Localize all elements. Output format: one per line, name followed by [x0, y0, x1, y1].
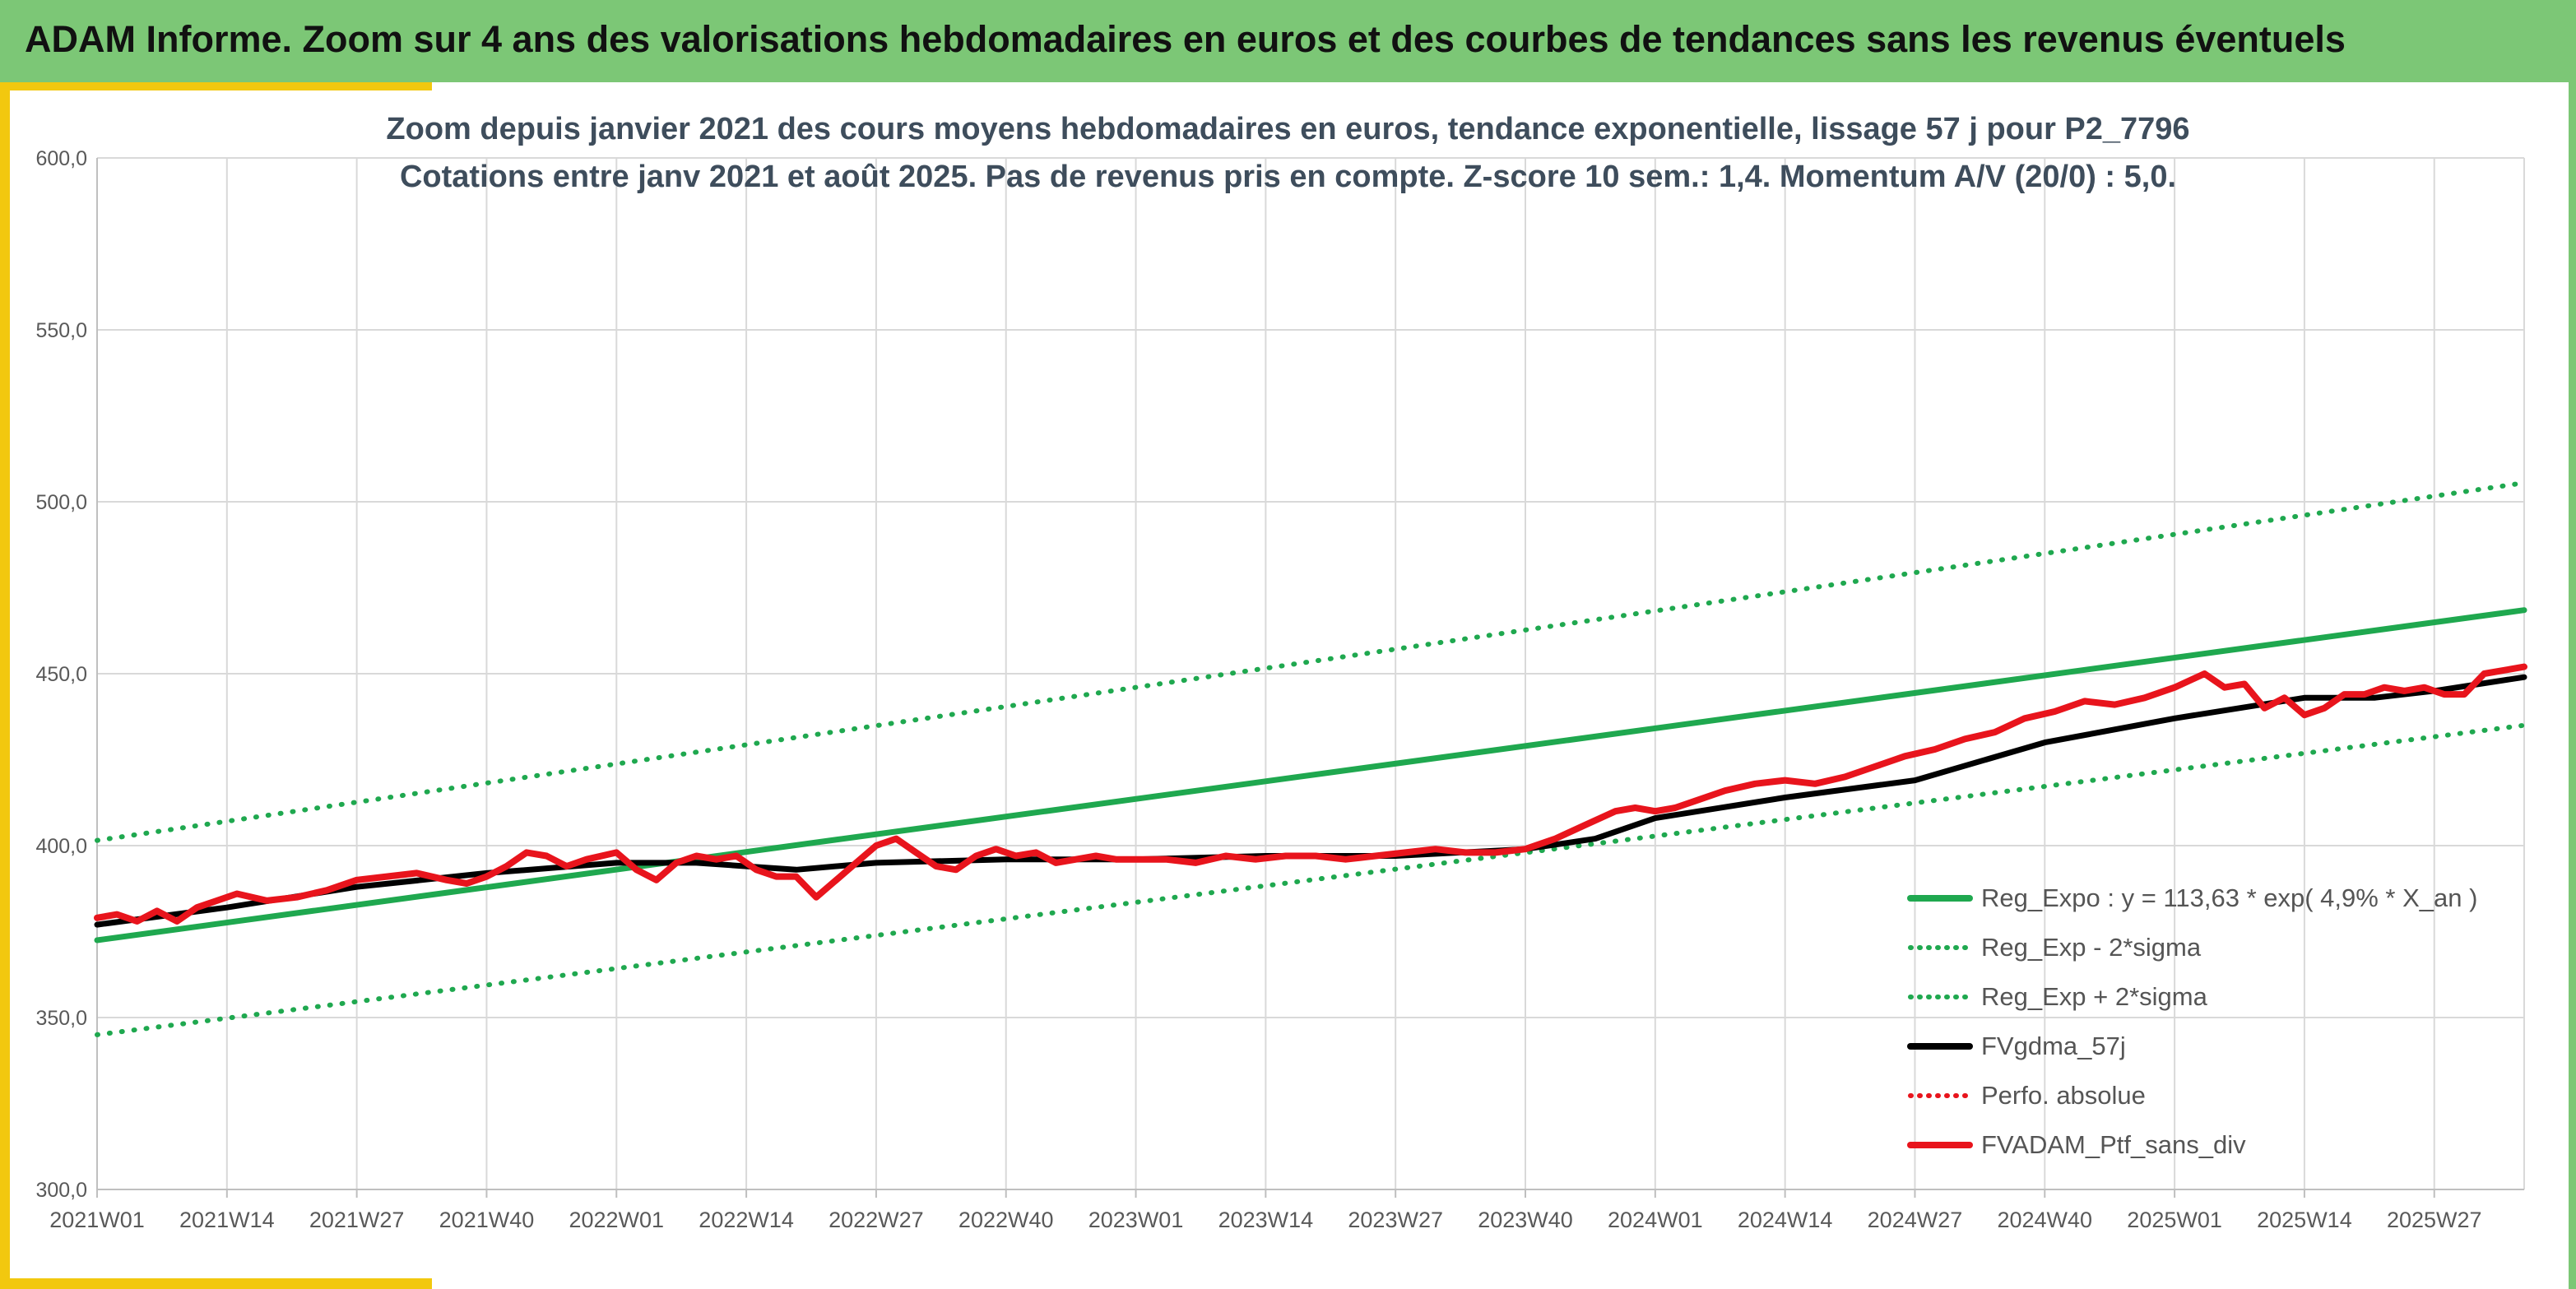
- legend-label: Reg_Exp + 2*sigma: [1981, 982, 2207, 1011]
- series-reg-exp-plus-2sigma-line: [95, 480, 2527, 843]
- chart-title-line2: Cotations entre janv 2021 et août 2025. …: [399, 160, 2177, 194]
- legend-label: FVgdma_57j: [1981, 1032, 2126, 1060]
- x-tick-label: 2025W01: [2127, 1208, 2222, 1232]
- x-tick-label: 2025W14: [2257, 1208, 2352, 1232]
- legend-label: Reg_Exp - 2*sigma: [1981, 933, 2202, 962]
- accent-bar-left: [0, 82, 10, 1289]
- x-tick-label: 2024W01: [1608, 1208, 1703, 1232]
- legend-item: Reg_Expo : y = 113,63 * exp( 4,9% * X_an…: [1907, 874, 2549, 923]
- x-tick-label: 2021W27: [309, 1208, 405, 1232]
- legend-item: Perfo. absolue: [1907, 1071, 2549, 1120]
- legend-label: FVADAM_Ptf_sans_div: [1981, 1130, 2246, 1159]
- accent-bar-bottom: [0, 1278, 432, 1289]
- y-tick-label: 300,0: [35, 1179, 87, 1202]
- x-tick-label: 2022W01: [569, 1208, 664, 1232]
- header-banner: ADAM Informe. Zoom sur 4 ans des valoris…: [0, 0, 2576, 82]
- y-tick-label: 450,0: [35, 663, 87, 686]
- x-tick-label: 2022W27: [828, 1208, 924, 1232]
- x-tick-label: 2024W14: [1738, 1208, 1833, 1232]
- y-tick-label: 600,0: [35, 147, 87, 170]
- y-tick-label: 400,0: [35, 835, 87, 858]
- legend-swatch: [1907, 1087, 1973, 1104]
- legend-item: Reg_Exp + 2*sigma: [1907, 972, 2549, 1022]
- x-tick-label: 2024W27: [1868, 1208, 1963, 1232]
- accent-bar-right: [2569, 82, 2576, 1289]
- x-tick-label: 2022W14: [699, 1208, 794, 1232]
- legend-swatch: [1907, 1038, 1973, 1055]
- y-tick-label: 350,0: [35, 1007, 87, 1030]
- legend-swatch: [1907, 939, 1973, 956]
- legend-swatch: [1907, 989, 1973, 1005]
- x-tick-label: 2023W01: [1088, 1208, 1184, 1232]
- x-tick-label: 2023W14: [1218, 1208, 1314, 1232]
- y-tick-label: 500,0: [35, 491, 87, 514]
- x-tick-label: 2021W01: [49, 1208, 145, 1232]
- x-tick-label: 2025W27: [2387, 1208, 2482, 1232]
- series-reg-exp-minus-2sigma-line: [95, 722, 2527, 1037]
- x-tick-label: 2023W40: [1478, 1208, 1573, 1232]
- x-tick-label: 2021W40: [439, 1208, 535, 1232]
- legend-swatch: [1907, 1137, 1973, 1153]
- chart-frame: 300,0 350,0 400,0 450,0 500,0 550,0 600,0 2021W…: [10, 90, 2569, 1278]
- legend-swatch: [1907, 890, 1973, 906]
- x-tick-label: 2024W40: [1997, 1208, 2092, 1232]
- x-tick-label: 2021W14: [179, 1208, 275, 1232]
- legend-item: FVADAM_Ptf_sans_div: [1907, 1120, 2549, 1170]
- accent-bar-top: [0, 82, 432, 90]
- series-fvadam-ptf-line: [94, 663, 2527, 925]
- legend-label: Perfo. absolue: [1981, 1081, 2146, 1110]
- chart-svg: 300,0 350,0 400,0 450,0 500,0 550,0 600,0 2021W…: [35, 147, 2527, 1232]
- legend-item: FVgdma_57j: [1907, 1022, 2549, 1071]
- banner-title: ADAM Informe. Zoom sur 4 ans des valoris…: [25, 18, 2346, 60]
- series-reg-expo-line: [94, 607, 2527, 944]
- x-tick-label: 2022W40: [958, 1208, 1054, 1232]
- legend-label: Reg_Expo : y = 113,63 * exp( 4,9% * X_an…: [1981, 883, 2478, 912]
- x-tick-label: 2023W27: [1348, 1208, 1443, 1232]
- legend-item: Reg_Exp - 2*sigma: [1907, 923, 2549, 972]
- chart-legend: Reg_Expo : y = 113,63 * exp( 4,9% * X_an…: [1907, 874, 2549, 1170]
- chart-title-line1: Zoom depuis janvier 2021 des cours moyen…: [386, 112, 2190, 146]
- y-tick-label: 550,0: [35, 319, 87, 342]
